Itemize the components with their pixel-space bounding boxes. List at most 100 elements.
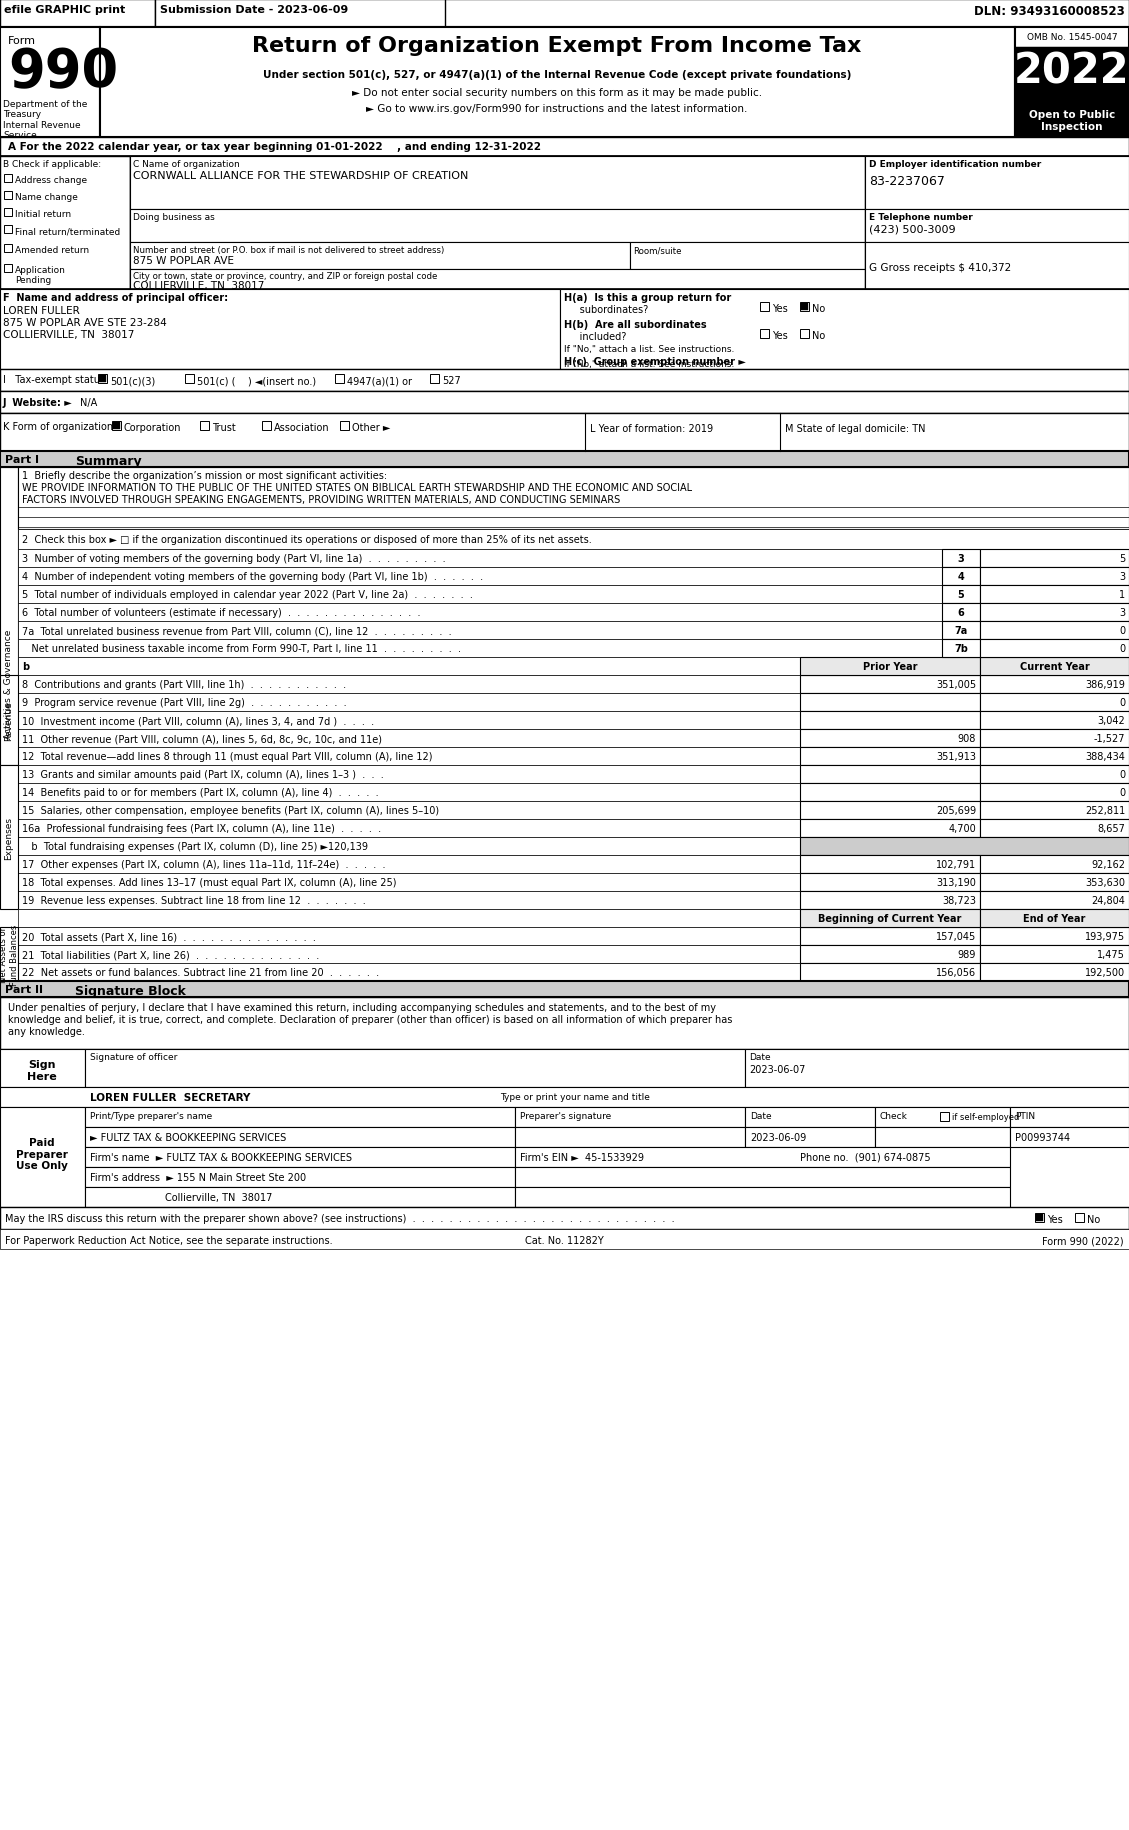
Text: (423) 500-3009: (423) 500-3009 (869, 223, 955, 234)
Text: 527: 527 (441, 375, 461, 386)
Bar (18, 622, 1129, 640)
Bar (0, 289, 560, 370)
Text: 21  Total liabilities (Part X, line 26)  .  .  .  .  .  .  .  .  .  .  .  .  .  : 21 Total liabilities (Part X, line 26) .… (21, 950, 320, 959)
Bar (0, 468, 18, 900)
Text: Association: Association (274, 423, 330, 432)
Text: 15  Salaries, other compensation, employee benefits (Part IX, column (A), lines : 15 Salaries, other compensation, employe… (21, 805, 439, 816)
Bar (340, 421, 349, 430)
Text: If "No," attach a list. See instructions.: If "No," attach a list. See instructions… (564, 344, 734, 353)
Text: 3,042: 3,042 (1097, 716, 1124, 727)
Text: Summary: Summary (75, 454, 141, 468)
Text: 156,056: 156,056 (936, 968, 975, 977)
Bar (5, 225, 12, 234)
Bar (940, 1113, 949, 1122)
Bar (0, 414, 1129, 452)
Bar (800, 820, 980, 838)
Bar (1035, 1213, 1044, 1222)
Text: 192,500: 192,500 (1085, 968, 1124, 977)
Text: 2023-06-09: 2023-06-09 (750, 1133, 806, 1142)
Bar (0, 1049, 85, 1087)
Bar (1010, 1107, 1129, 1127)
Text: A For the 2022 calendar year, or tax year beginning 01-01-2022    , and ending 1: A For the 2022 calendar year, or tax yea… (8, 143, 541, 152)
Bar (85, 1147, 515, 1168)
Bar (980, 765, 1129, 783)
Text: Form: Form (8, 37, 36, 46)
Bar (5, 245, 12, 253)
Text: Type or print your name and title: Type or print your name and title (500, 1093, 650, 1102)
Text: H(a)  Is this a group return for: H(a) Is this a group return for (564, 293, 732, 302)
Text: 2023-06-07: 2023-06-07 (749, 1065, 805, 1074)
Bar (18, 549, 1129, 567)
Bar (942, 604, 980, 622)
Text: 12  Total revenue—add lines 8 through 11 (must equal Part VIII, column (A), line: 12 Total revenue—add lines 8 through 11 … (21, 752, 432, 761)
Text: COLLIERVILLE, TN  38017: COLLIERVILLE, TN 38017 (133, 280, 264, 291)
Bar (980, 820, 1129, 838)
Bar (18, 567, 1129, 586)
Bar (85, 1188, 515, 1208)
Text: 6: 6 (957, 608, 964, 619)
Bar (18, 529, 1129, 549)
Bar (130, 243, 630, 269)
Bar (1015, 48, 1129, 106)
Text: PTIN: PTIN (1015, 1111, 1035, 1120)
Bar (980, 856, 1129, 873)
Text: 22  Net assets or fund balances. Subtract line 21 from line 20  .  .  .  .  .  .: 22 Net assets or fund balances. Subtract… (21, 968, 379, 977)
Text: D Employer identification number: D Employer identification number (869, 159, 1041, 168)
Bar (800, 946, 980, 963)
Bar (18, 873, 1129, 891)
Bar (515, 1107, 745, 1127)
Bar (18, 946, 1129, 963)
Bar (0, 452, 1129, 468)
Text: ► FULTZ TAX & BOOKKEEPING SERVICES: ► FULTZ TAX & BOOKKEEPING SERVICES (90, 1133, 287, 1142)
Text: 20  Total assets (Part X, line 16)  .  .  .  .  .  .  .  .  .  .  .  .  .  .  .: 20 Total assets (Part X, line 16) . . . … (21, 931, 316, 941)
Bar (0, 981, 1129, 997)
Text: 9  Program service revenue (Part VIII, line 2g)  .  .  .  .  .  .  .  .  .  .  .: 9 Program service revenue (Part VIII, li… (21, 697, 347, 708)
Bar (18, 604, 1129, 622)
Text: 0: 0 (1119, 787, 1124, 798)
Bar (18, 675, 1129, 694)
Text: ► Do not enter social security numbers on this form as it may be made public.: ► Do not enter social security numbers o… (352, 88, 762, 99)
Text: Return of Organization Exempt From Income Tax: Return of Organization Exempt From Incom… (252, 37, 861, 57)
Text: F  Name and address of principal officer:: F Name and address of principal officer: (3, 293, 228, 302)
Bar (5, 209, 12, 218)
Text: Open to Public
Inspection: Open to Public Inspection (1029, 110, 1115, 132)
Text: 351,913: 351,913 (936, 752, 975, 761)
Bar (0, 137, 1129, 157)
Bar (800, 910, 980, 928)
Bar (800, 748, 980, 765)
Text: CORNWALL ALLIANCE FOR THE STEWARDSHIP OF CREATION: CORNWALL ALLIANCE FOR THE STEWARDSHIP OF… (133, 170, 469, 181)
Bar (200, 421, 209, 430)
Text: No: No (812, 331, 825, 340)
Text: 252,811: 252,811 (1085, 805, 1124, 816)
Text: Net Assets or
Fund Balances: Net Assets or Fund Balances (0, 924, 19, 985)
Bar (800, 891, 980, 910)
Text: No: No (1087, 1215, 1101, 1224)
Bar (515, 1147, 1010, 1168)
Text: 6  Total number of volunteers (estimate if necessary)  .  .  .  .  .  .  .  .  .: 6 Total number of volunteers (estimate i… (21, 608, 420, 619)
Bar (800, 675, 980, 694)
Bar (0, 370, 1129, 392)
Text: 8,657: 8,657 (1097, 824, 1124, 833)
Bar (130, 210, 865, 243)
Bar (18, 910, 1129, 928)
Text: Doing business as: Doing business as (133, 212, 215, 221)
Text: Sign
Here: Sign Here (27, 1060, 56, 1082)
Text: G Gross receipts $ 410,372: G Gross receipts $ 410,372 (869, 264, 1012, 273)
Bar (1075, 1213, 1084, 1222)
Text: 386,919: 386,919 (1085, 679, 1124, 690)
Bar (942, 622, 980, 640)
Text: Submission Date - 2023-06-09: Submission Date - 2023-06-09 (160, 5, 348, 15)
Text: LOREN FULLER  SECRETARY: LOREN FULLER SECRETARY (90, 1093, 251, 1102)
Text: 14  Benefits paid to or for members (Part IX, column (A), line 4)  .  .  .  .  .: 14 Benefits paid to or for members (Part… (21, 787, 378, 798)
Bar (18, 856, 1129, 873)
Bar (130, 157, 865, 289)
Text: 7a  Total unrelated business revenue from Part VIII, column (C), line 12  .  .  : 7a Total unrelated business revenue from… (21, 626, 452, 635)
Bar (0, 392, 1129, 414)
Bar (0, 289, 1129, 370)
Bar (980, 586, 1129, 604)
Text: 18  Total expenses. Add lines 13–17 (must equal Part IX, column (A), line 25): 18 Total expenses. Add lines 13–17 (must… (21, 878, 396, 888)
Bar (980, 675, 1129, 694)
Text: 24,804: 24,804 (1091, 895, 1124, 906)
Bar (0, 1107, 85, 1208)
Bar (18, 694, 1129, 712)
